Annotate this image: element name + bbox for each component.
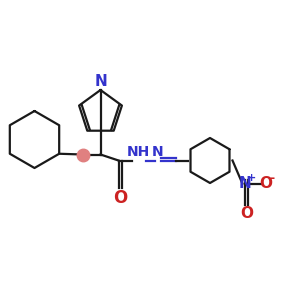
Text: +: + bbox=[247, 172, 256, 183]
Text: N: N bbox=[152, 145, 163, 159]
Text: NH: NH bbox=[126, 145, 150, 159]
Text: N: N bbox=[94, 74, 107, 88]
Text: O: O bbox=[259, 176, 272, 191]
Text: -: - bbox=[269, 172, 275, 185]
Text: O: O bbox=[240, 206, 253, 221]
Text: N: N bbox=[239, 176, 252, 191]
Text: O: O bbox=[113, 189, 127, 207]
